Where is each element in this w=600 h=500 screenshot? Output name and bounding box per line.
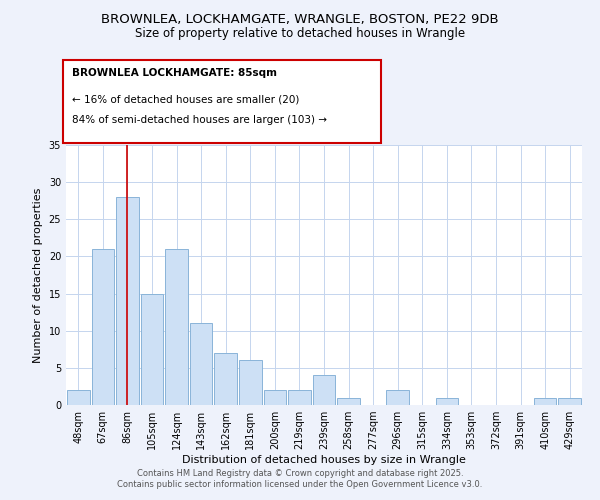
Bar (165, 249, 188, 405)
Text: BROWNLEA LOCKHAMGATE: 85sqm: BROWNLEA LOCKHAMGATE: 85sqm (72, 68, 277, 78)
Text: Contains HM Land Registry data © Crown copyright and database right 2025.: Contains HM Land Registry data © Crown c… (137, 468, 463, 477)
Bar (337, 398, 360, 405)
Bar (140, 294, 163, 405)
Text: ← 16% of detached houses are smaller (20): ← 16% of detached houses are smaller (20… (72, 95, 299, 105)
Bar (436, 398, 458, 405)
Bar (239, 360, 262, 405)
X-axis label: Distribution of detached houses by size in Wrangle: Distribution of detached houses by size … (182, 455, 466, 465)
Text: Contains public sector information licensed under the Open Government Licence v3: Contains public sector information licen… (118, 480, 482, 489)
Bar (559, 398, 581, 405)
Bar (288, 390, 311, 405)
Text: 84% of semi-detached houses are larger (103) →: 84% of semi-detached houses are larger (… (72, 115, 327, 125)
Bar (92, 249, 114, 405)
Bar (313, 376, 335, 405)
Y-axis label: Number of detached properties: Number of detached properties (33, 188, 43, 362)
Bar (534, 398, 556, 405)
Bar (263, 390, 286, 405)
Bar (386, 390, 409, 405)
Text: Size of property relative to detached houses in Wrangle: Size of property relative to detached ho… (135, 28, 465, 40)
Bar (214, 353, 237, 405)
Text: BROWNLEA, LOCKHAMGATE, WRANGLE, BOSTON, PE22 9DB: BROWNLEA, LOCKHAMGATE, WRANGLE, BOSTON, … (101, 12, 499, 26)
Bar (67, 390, 89, 405)
Bar (116, 197, 139, 405)
Bar (190, 324, 212, 405)
